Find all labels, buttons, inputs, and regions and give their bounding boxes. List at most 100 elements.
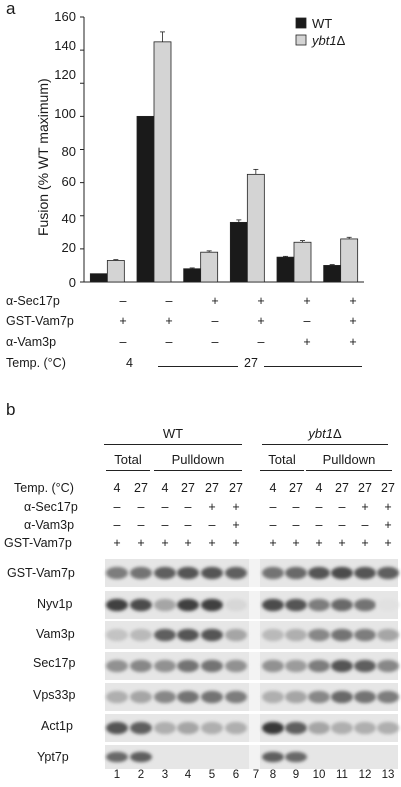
condition-label-sec17: α-Sec17p [6, 294, 60, 308]
blot-band [308, 721, 330, 735]
chart-bars [89, 31, 359, 283]
temp-value-27: 27 [244, 356, 258, 370]
condition-mark: + [303, 294, 311, 308]
condition-mark: + [257, 294, 265, 308]
blot-band [354, 721, 376, 735]
blot-strip-bg-wt [105, 591, 249, 619]
lane-number: 12 [358, 769, 372, 781]
lane-number: 13 [381, 769, 395, 781]
blot-condition-mark: + [361, 536, 369, 550]
blot-label-vam3: α-Vam3p [24, 518, 75, 532]
temp-value: 27 [229, 481, 243, 495]
y-tick-label: 60 [61, 174, 76, 189]
blot-band [308, 598, 330, 612]
condition-mark: + [349, 335, 357, 349]
blot-band [262, 628, 284, 642]
blot-condition-mark: – [269, 518, 277, 532]
group-header-ybt1: ybt1Δ [262, 426, 388, 441]
bar-ybt1-3 [200, 251, 219, 283]
condition-mark: – [119, 335, 127, 349]
protein-label-gst-vam7: GST-Vam7p [7, 566, 75, 580]
blot-band [354, 690, 376, 704]
temp-value: 27 [358, 481, 372, 495]
blot-strip-bg-wt [105, 683, 249, 711]
subline-total-ybt1 [260, 470, 304, 471]
blot-condition-mark: – [315, 500, 323, 514]
blot-strip-bg-ybt1 [260, 591, 398, 619]
blot-strip-bg-wt [105, 652, 249, 680]
blot-band [308, 566, 330, 580]
blot-band [225, 690, 247, 704]
lane-number: 1 [113, 769, 121, 781]
blot-band [130, 628, 152, 642]
protein-label-ypt7: Ypt7p [37, 750, 69, 764]
blot-condition-mark: – [113, 500, 121, 514]
temp-value: 27 [335, 481, 349, 495]
temp-line-left [158, 366, 238, 367]
blot-condition-mark: – [338, 518, 346, 532]
bar-ybt1-1 [106, 260, 125, 283]
bar-wt-5 [276, 256, 295, 283]
blot-band [331, 721, 353, 735]
blot-band [377, 628, 399, 642]
group-line-wt [104, 444, 242, 445]
bar-wt-2 [136, 115, 155, 283]
bar-wt-1 [89, 273, 108, 283]
condition-mark: + [303, 335, 311, 349]
bar-ybt1-2 [153, 41, 172, 283]
blot-band [285, 628, 307, 642]
blot-strip-gap [249, 591, 260, 619]
blot-band [177, 566, 199, 580]
blot-band [377, 721, 399, 735]
blot-condition-mark: + [113, 536, 121, 550]
blot-strip-bg-ybt1 [260, 745, 398, 769]
blot-band [331, 628, 353, 642]
legend-swatch-wt [295, 17, 307, 29]
blot-band [130, 751, 152, 763]
temp-value: 27 [289, 481, 303, 495]
y-tick-label: 160 [54, 9, 76, 24]
blot-band [130, 721, 152, 735]
blot-condition-mark: + [269, 536, 277, 550]
y-tick-label: 40 [61, 211, 76, 226]
blot-band [177, 721, 199, 735]
blot-condition-mark: – [184, 500, 192, 514]
condition-mark: + [119, 314, 127, 328]
y-tick-label: 20 [61, 240, 76, 255]
subheader-total-wt: Total [114, 452, 142, 467]
blot-band [201, 598, 223, 612]
legend-label-ybt1: ybt1Δ [311, 33, 346, 48]
blot-band [308, 628, 330, 642]
blot-band [308, 690, 330, 704]
condition-mark: – [119, 294, 127, 308]
blot-condition-mark: – [208, 518, 216, 532]
blot-band [177, 659, 199, 673]
blot-band [154, 721, 176, 735]
blot-band [377, 566, 399, 580]
lane-number: 9 [292, 769, 300, 781]
blot-strip-bg-ybt1 [260, 683, 398, 711]
lane-number: 11 [336, 769, 348, 781]
blot-band [106, 721, 128, 735]
blot-strip-gap [249, 652, 260, 680]
blot-band [377, 598, 399, 612]
blot-strip-bg-wt [105, 559, 249, 587]
blot-band [225, 628, 247, 642]
blot-band [225, 566, 247, 580]
blot-strip-bg-wt [105, 745, 249, 769]
condition-mark: + [349, 294, 357, 308]
legend-label-wt: WT [312, 16, 332, 31]
blot-strip-bg-ybt1 [260, 714, 398, 742]
blot-band [130, 598, 152, 612]
blot-band [262, 566, 284, 580]
blot-band [154, 690, 176, 704]
y-tick-label: 0 [68, 275, 76, 290]
blot-band [201, 690, 223, 704]
temp-value: 4 [113, 481, 121, 495]
temp-value: 27 [181, 481, 195, 495]
blot-strip-gap [249, 621, 260, 649]
temp-value: 27 [134, 481, 148, 495]
group-line-ybt1 [262, 444, 388, 445]
condition-mark: – [165, 294, 173, 308]
blot-strip-bg-ybt1 [260, 652, 398, 680]
